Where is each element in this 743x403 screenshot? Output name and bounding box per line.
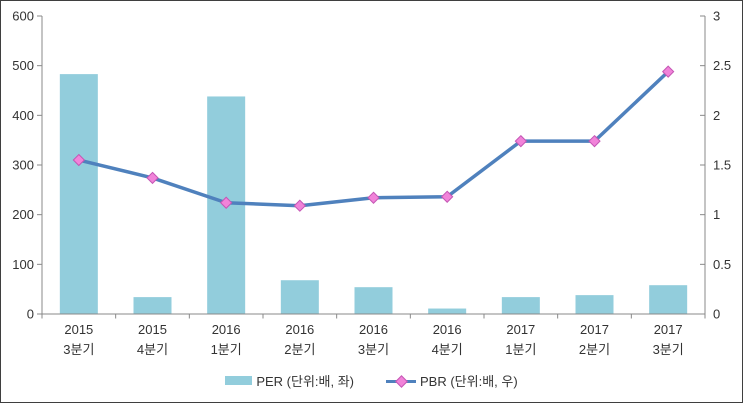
x-axis-label-quarter: 1분기 [211,342,242,357]
x-axis-label-year: 2016 [359,322,388,337]
x-axis-label-year: 2015 [64,322,93,337]
pbr-line [77,69,670,208]
legend: PER (단위:배, 좌) PBR (단위:배, 우) [1,371,742,390]
x-axis-label-year: 2015 [138,322,167,337]
pbr-marker-diamond-icon [293,199,307,212]
x-axis-label-year: 2017 [506,322,535,337]
legend-item-per: PER (단위:배, 좌) [225,371,354,390]
bar-per [649,285,688,314]
x-axis-label-quarter: 3분기 [358,342,389,357]
bar-per [501,297,540,314]
per-legend-swatch [225,376,253,385]
pbr-marker-diamond-icon [661,65,675,78]
pbr-marker-diamond-icon [367,191,380,204]
y-axis-right-label: 2 [713,108,720,123]
per-legend-label: PER (단위:배, 좌) [256,374,354,389]
y-axis-left-label: 400 [12,108,34,123]
bar-per [575,295,614,314]
y-axis-left-label: 500 [12,58,34,73]
x-axis-label-quarter: 2분기 [284,342,315,357]
bar-per [354,287,393,314]
pbr-marker-diamond-icon [146,171,159,185]
y-axis-left-label: 600 [12,9,34,24]
x-axis-label-quarter: 4분기 [137,342,168,357]
x-axis-label-quarter: 3분기 [653,342,684,357]
bar-per [428,308,467,314]
y-axis-left-label: 0 [27,307,34,322]
x-axis-label-year: 2016 [212,322,241,337]
x-axis-label-quarter: 1분기 [505,342,536,357]
bar-per [59,74,98,314]
pbr-legend-diamond-icon [395,374,408,388]
y-axis-left-label: 300 [12,158,34,173]
legend-item-pbr: PBR (단위:배, 우) [386,371,518,390]
y-axis-right-label: 0 [713,307,720,322]
pbr-marker-diamond-icon [219,196,233,209]
pbr-marker-diamond-icon [440,190,454,203]
y-axis-right-label: 3 [713,9,720,24]
x-axis-label-year: 2017 [580,322,609,337]
x-axis-label-year: 2016 [433,322,462,337]
y-axis-right-label: 2.5 [713,58,731,73]
y-axis-left-label: 200 [12,207,34,222]
pbr-marker-diamond-icon [588,134,601,148]
x-axis-label-year: 2016 [285,322,314,337]
y-axis-right-label: 0.5 [713,257,731,272]
y-axis-left-label: 100 [12,257,34,272]
x-axis-label-year: 2017 [654,322,683,337]
x-axis-label-quarter: 3분기 [63,342,94,357]
pbr-marker-diamond-icon [72,153,86,167]
y-axis-right-label: 1 [713,207,720,222]
x-axis-label-quarter: 2분기 [579,342,610,357]
bar-per [280,280,319,314]
pbr-marker-diamond-icon [514,134,528,148]
pbr-legend-label: PBR (단위:배, 우) [420,374,518,389]
bar-per [133,297,172,314]
pbr-legend-swatch [386,374,416,388]
y-axis-right-label: 1.5 [713,158,731,173]
x-axis-label-quarter: 4분기 [432,342,463,357]
